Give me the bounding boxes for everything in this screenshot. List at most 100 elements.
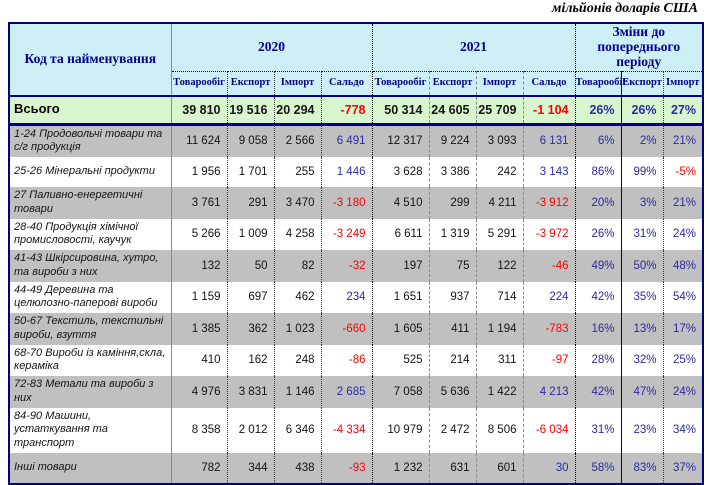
cell: 28% — [575, 344, 622, 377]
cell: -660 — [321, 313, 373, 345]
table-row: 44-49 Деревина та целюлозно-паперові вир… — [9, 281, 703, 314]
table-row: 50-67 Текстиль, текстильні вироби, взутт… — [9, 313, 703, 345]
cell: 255 — [274, 157, 322, 188]
year-2020-header: 2020 — [171, 23, 373, 72]
cell: -5% — [663, 157, 703, 188]
cell: 311 — [476, 344, 524, 377]
trade-table: Код та найменування 2020 2021 Зміни до п… — [8, 22, 704, 485]
cell: 6 611 — [372, 218, 430, 251]
col-header-import-change: Імпорт — [663, 71, 703, 96]
cell: 1 605 — [372, 313, 430, 345]
cell: 4 211 — [476, 187, 524, 219]
cell: 438 — [274, 452, 322, 484]
cell: 1 009 — [227, 218, 275, 251]
col-header-export-change: Експорт — [621, 71, 664, 96]
cell: 12 317 — [372, 124, 430, 158]
cell: -86 — [321, 344, 373, 377]
cell: 1 319 — [429, 218, 477, 251]
cell: 1 232 — [372, 452, 430, 484]
cell: 631 — [429, 452, 477, 484]
cell: 54% — [663, 281, 703, 314]
table-row: 27 Паливно-енергетичні товари 3 761 291 3 4… — [9, 187, 703, 219]
table-body: Всього 39 810 19 516 20 294 -778 50 314 24 605… — [9, 94, 703, 484]
cell: 9 058 — [227, 124, 275, 158]
cell: -4 334 — [321, 407, 373, 453]
cell: 1 956 — [171, 157, 228, 188]
cell: 4 213 — [523, 376, 576, 408]
table-row: 28-40 Продукція хімічної промисловості, … — [9, 218, 703, 251]
cell: 75 — [429, 250, 477, 282]
cell: 4 976 — [171, 376, 228, 408]
cell: 122 — [476, 250, 524, 282]
cell: 3 093 — [476, 124, 524, 158]
table-row: 68-70 Вироби із каміння,скла, кераміка 41… — [9, 344, 703, 377]
cell: 362 — [227, 313, 275, 345]
row-label: Всього — [9, 94, 172, 126]
cell: 1 446 — [321, 157, 373, 188]
col-header-saldo-2020: Сальдо — [321, 71, 373, 96]
col-header-import-2020: Імпорт — [274, 71, 322, 96]
cell: 462 — [274, 281, 322, 314]
year-2021-header: 2021 — [372, 23, 576, 72]
cell: 3% — [621, 187, 664, 219]
row-label: 1-24 Продовольчі товари та с/г продукція — [9, 124, 172, 158]
cell: -3 972 — [523, 218, 576, 251]
cell: 19 516 — [227, 94, 275, 126]
cell: 197 — [372, 250, 430, 282]
cell: 162 — [227, 344, 275, 377]
cell: 24% — [663, 218, 703, 251]
total-row: Всього 39 810 19 516 20 294 -778 50 314 24 605… — [9, 94, 703, 126]
cell: -778 — [321, 94, 373, 126]
cell: 86% — [575, 157, 622, 188]
table-row: 25-26 Мінеральні продукти 1 956 1 701 255 1 … — [9, 157, 703, 188]
cell: 5 291 — [476, 218, 524, 251]
cell: 16% — [575, 313, 622, 345]
cell: 1 159 — [171, 281, 228, 314]
units-title: мільйонів доларів США — [551, 1, 698, 16]
cell: 7 058 — [372, 376, 430, 408]
cell: 782 — [171, 452, 228, 484]
cell: 3 470 — [274, 187, 322, 219]
cell: -3 180 — [321, 187, 373, 219]
cell: 20 294 — [274, 94, 322, 126]
cell: -97 — [523, 344, 576, 377]
cell: 11 624 — [171, 124, 228, 158]
cell: 23% — [621, 407, 664, 453]
row-label: 84-90 Машини, устаткування та транспорт — [9, 407, 172, 453]
row-label: 41-43 Шкірсировина, хутро, та вироби з н… — [9, 250, 172, 282]
cell: 411 — [429, 313, 477, 345]
cell: 2 566 — [274, 124, 322, 158]
cell: 234 — [321, 281, 373, 314]
col-header-export-2020: Експорт — [227, 71, 275, 96]
cell: 34% — [663, 407, 703, 453]
row-label: 44-49 Деревина та целюлозно-паперові вир… — [9, 281, 172, 314]
year-header-row: Код та найменування 2020 2021 Зміни до п… — [9, 23, 703, 96]
cell: 214 — [429, 344, 477, 377]
cell: 697 — [227, 281, 275, 314]
cell: -93 — [321, 452, 373, 484]
row-label: 72-83 Метали та вироби з них — [9, 376, 172, 408]
cell: 25 709 — [476, 94, 524, 126]
cell: 3 628 — [372, 157, 430, 188]
changes-header: Зміни до попереднього періоду — [575, 23, 703, 72]
cell: 3 143 — [523, 157, 576, 188]
cell: 31% — [575, 407, 622, 453]
cell: -6 034 — [523, 407, 576, 453]
table-header: Код та найменування 2020 2021 Зміни до п… — [9, 23, 703, 96]
cell: 1 146 — [274, 376, 322, 408]
row-label: 68-70 Вироби із каміння,скла, кераміка — [9, 344, 172, 377]
cell: 5 636 — [429, 376, 477, 408]
cell: 1 651 — [372, 281, 430, 314]
cell: 24% — [663, 376, 703, 408]
cell: 6 131 — [523, 124, 576, 158]
cell: 2 685 — [321, 376, 373, 408]
cell: 99% — [621, 157, 664, 188]
cell: 42% — [575, 376, 622, 408]
cell: -32 — [321, 250, 373, 282]
cell: 344 — [227, 452, 275, 484]
cell: 3 761 — [171, 187, 228, 219]
cell: 1 023 — [274, 313, 322, 345]
cell: 47% — [621, 376, 664, 408]
cell: 20% — [575, 187, 622, 219]
cell: 13% — [621, 313, 664, 345]
